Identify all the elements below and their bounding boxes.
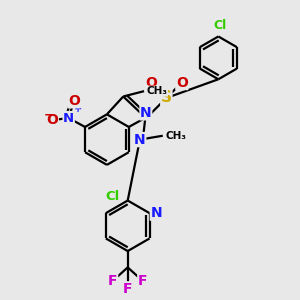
Text: O: O [68, 94, 80, 108]
Text: F: F [138, 274, 147, 288]
Text: N: N [150, 206, 162, 220]
Text: N: N [63, 112, 74, 124]
Text: CH₃: CH₃ [165, 131, 186, 141]
Text: O: O [145, 76, 157, 89]
Text: F: F [123, 282, 133, 296]
Text: S: S [161, 91, 172, 106]
Text: −: − [44, 108, 54, 121]
Text: N: N [140, 106, 152, 120]
Text: N: N [134, 133, 146, 147]
Text: Cl: Cl [105, 190, 119, 202]
Text: O: O [176, 76, 188, 89]
Text: F: F [108, 274, 118, 288]
Text: +: + [74, 103, 82, 113]
Text: CH₃: CH₃ [146, 86, 167, 96]
Text: O: O [46, 112, 58, 127]
Text: Cl: Cl [213, 19, 226, 32]
